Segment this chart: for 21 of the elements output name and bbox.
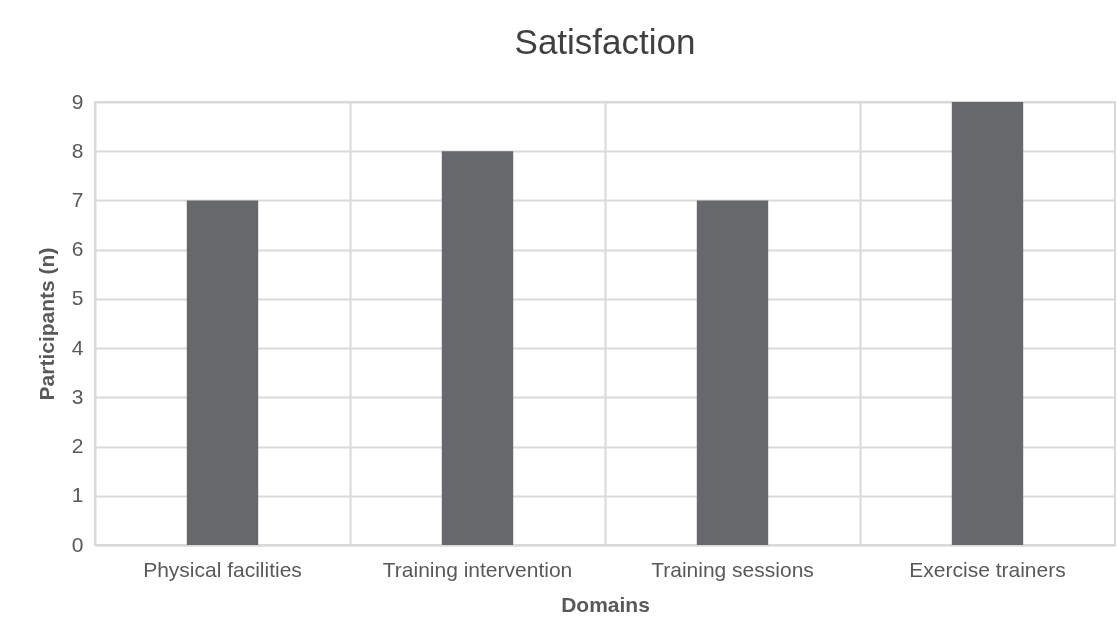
bar	[186, 200, 259, 545]
y-tick-label: 8	[71, 138, 84, 162]
y-tick-label: 9	[71, 89, 84, 113]
bar	[951, 102, 1024, 545]
y-tick-label: 5	[71, 286, 84, 310]
y-tick-label: 3	[71, 384, 84, 408]
y-tick-label: 7	[71, 187, 84, 211]
chart-title: Satisfaction	[514, 22, 696, 61]
y-tick-label: 0	[71, 532, 84, 556]
x-tick-label: Exercise trainers	[909, 557, 1066, 581]
x-axis-title: Domains	[561, 592, 650, 616]
bar	[696, 200, 769, 545]
x-tick-label: Training intervention	[382, 557, 573, 581]
y-axis-title: Participants (n)	[34, 247, 58, 401]
y-tick-label: 6	[71, 237, 84, 261]
bar	[441, 151, 514, 545]
y-tick-label: 4	[71, 335, 84, 359]
x-tick-label: Training sessions	[651, 557, 814, 581]
x-tick-label: Physical facilities	[143, 557, 302, 581]
y-tick-label: 1	[71, 483, 84, 507]
y-tick-label: 2	[71, 434, 84, 458]
